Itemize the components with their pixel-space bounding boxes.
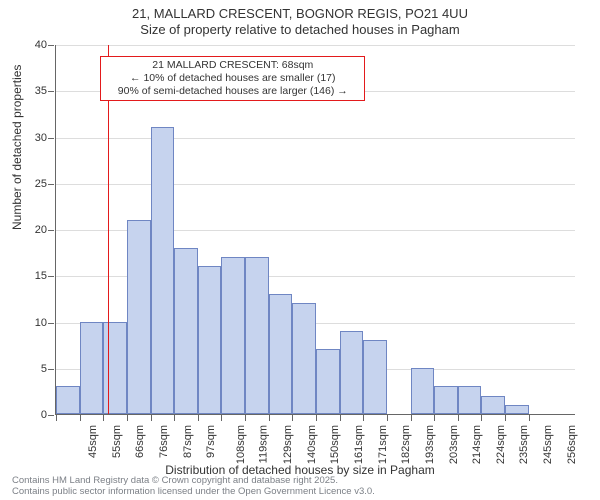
footnote: Contains HM Land Registry data © Crown c… [12, 476, 375, 498]
x-tick-label: 182sqm [400, 425, 412, 464]
x-tick [269, 415, 270, 421]
y-tick [48, 91, 54, 92]
x-tick [458, 415, 459, 421]
x-tick [434, 415, 435, 421]
x-tick [127, 415, 128, 421]
histogram-bar [103, 322, 127, 415]
y-tick [48, 369, 54, 370]
x-tick [174, 415, 175, 421]
x-tick-label: 235sqm [519, 425, 531, 464]
gridline [56, 45, 575, 46]
histogram-bar [458, 386, 482, 414]
annotation-box: 21 MALLARD CRESCENT: 68sqm← 10% of detac… [100, 56, 365, 101]
x-tick-label: 193sqm [424, 425, 436, 464]
histogram-bar [411, 368, 435, 414]
y-tick-label: 40 [17, 39, 47, 51]
histogram-bar [151, 127, 175, 414]
y-tick-label: 30 [17, 132, 47, 144]
x-tick [221, 415, 222, 421]
histogram-bar [56, 386, 80, 414]
y-tick [48, 415, 54, 416]
x-tick-label: 150sqm [330, 425, 342, 464]
x-tick [151, 415, 152, 421]
histogram-bar [245, 257, 269, 414]
x-tick-label: 171sqm [377, 425, 389, 464]
histogram-bar [434, 386, 458, 414]
title-line-2: Size of property relative to detached ho… [0, 22, 600, 38]
x-tick [481, 415, 482, 421]
x-tick-label: 108sqm [235, 425, 247, 464]
x-tick [529, 415, 530, 421]
footnote-line-2: Contains public sector information licen… [12, 487, 375, 498]
histogram-bar [340, 331, 364, 414]
y-tick [48, 276, 54, 277]
gridline [56, 138, 575, 139]
x-tick-label: 140sqm [306, 425, 318, 464]
annotation-line: 21 MALLARD CRESCENT: 68sqm [109, 59, 356, 72]
x-tick [316, 415, 317, 421]
x-tick-label: 129sqm [282, 425, 294, 464]
x-tick [56, 415, 57, 421]
x-tick [387, 415, 388, 421]
histogram-bar [198, 266, 222, 414]
y-tick-label: 20 [17, 224, 47, 236]
histogram-bar [316, 349, 340, 414]
plot-area: 45sqm55sqm66sqm76sqm87sqm97sqm108sqm119s… [55, 45, 575, 415]
title-block: 21, MALLARD CRESCENT, BOGNOR REGIS, PO21… [0, 0, 600, 41]
x-tick [80, 415, 81, 421]
x-tick-label: 45sqm [87, 425, 99, 458]
histogram-bar [363, 340, 387, 414]
y-tick-label: 10 [17, 317, 47, 329]
x-tick-label: 119sqm [258, 425, 270, 463]
histogram-bar [481, 396, 505, 415]
histogram-bar [221, 257, 245, 414]
x-tick [198, 415, 199, 421]
x-tick [103, 415, 104, 421]
chart-container: 21, MALLARD CRESCENT, BOGNOR REGIS, PO21… [0, 0, 600, 500]
x-tick-label: 161sqm [353, 425, 365, 464]
histogram-bar [292, 303, 316, 414]
x-tick [245, 415, 246, 421]
histogram-bar [80, 322, 104, 415]
title-line-1: 21, MALLARD CRESCENT, BOGNOR REGIS, PO21… [0, 6, 600, 22]
x-tick-label: 224sqm [495, 425, 507, 464]
x-tick-label: 245sqm [542, 425, 554, 464]
y-tick [48, 230, 54, 231]
x-tick-label: 203sqm [448, 425, 460, 464]
y-tick [48, 184, 54, 185]
y-tick-label: 35 [17, 85, 47, 97]
histogram-bar [174, 248, 198, 415]
x-tick-label: 66sqm [134, 425, 146, 458]
x-tick [505, 415, 506, 421]
x-tick [411, 415, 412, 421]
annotation-line: 90% of semi-detached houses are larger (… [109, 85, 356, 98]
x-tick [363, 415, 364, 421]
annotation-line: ← 10% of detached houses are smaller (17… [109, 72, 356, 85]
gridline [56, 184, 575, 185]
x-tick [340, 415, 341, 421]
y-tick-label: 0 [17, 409, 47, 421]
y-tick-label: 15 [17, 270, 47, 282]
x-tick-label: 76sqm [158, 425, 170, 458]
histogram-bar [269, 294, 293, 414]
y-tick [48, 138, 54, 139]
histogram-bar [505, 405, 529, 414]
histogram-bar [127, 220, 151, 414]
y-tick-label: 5 [17, 363, 47, 375]
y-tick [48, 45, 54, 46]
x-tick [292, 415, 293, 421]
x-tick-label: 256sqm [566, 425, 578, 464]
x-tick-label: 55sqm [111, 425, 123, 458]
x-tick-label: 214sqm [471, 425, 483, 464]
x-tick-label: 97sqm [205, 425, 217, 458]
x-tick-label: 87sqm [182, 425, 194, 458]
y-tick-label: 25 [17, 178, 47, 190]
y-tick [48, 323, 54, 324]
